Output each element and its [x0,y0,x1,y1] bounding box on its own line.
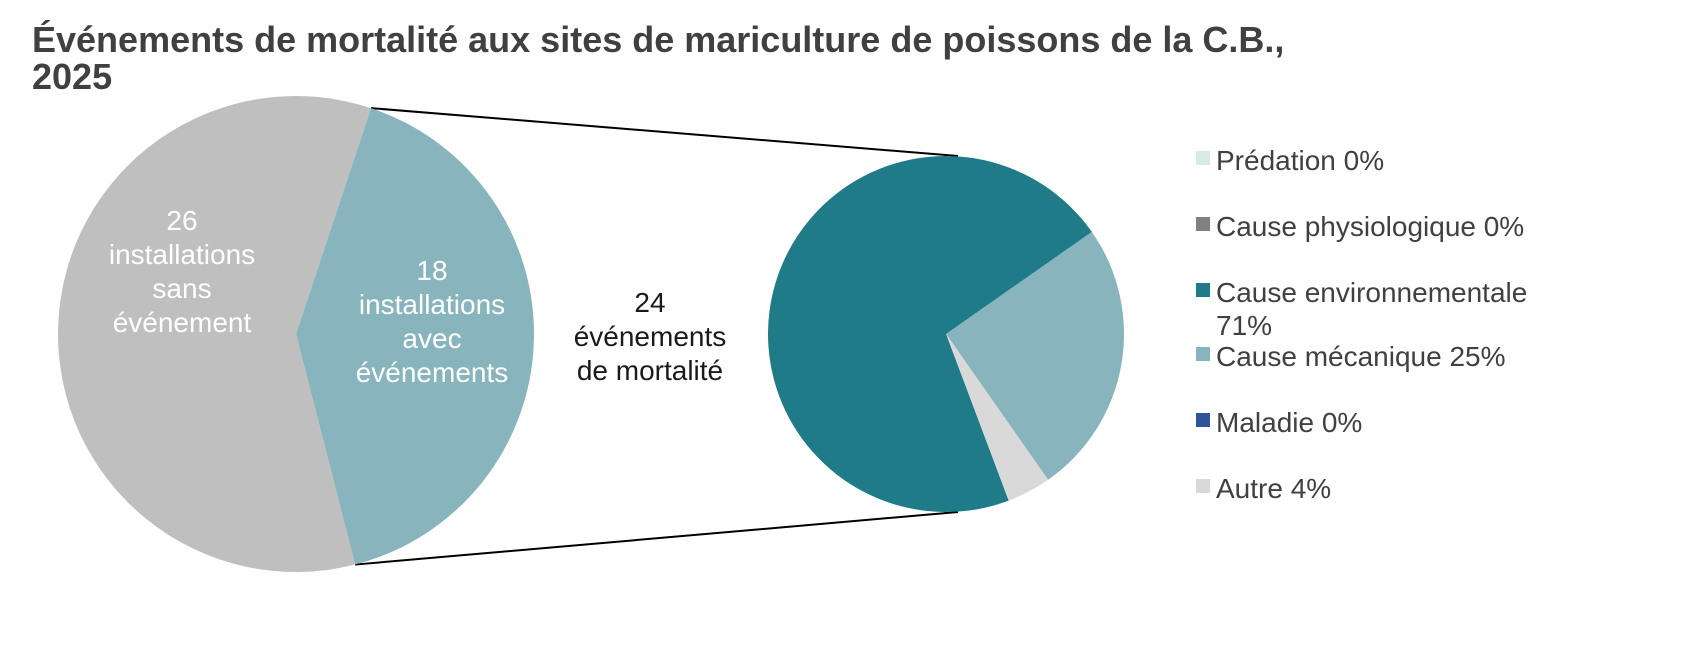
mortality-count-text: 24 événements de mortalité [574,287,727,386]
label-avec-evenements-line: 18 [416,255,447,286]
mortality-count-text-line: de mortalité [577,355,723,386]
mortality-count-text-line: 24 [634,287,665,318]
legend-swatch [1196,283,1210,297]
legend-item: Prédation 0% [1196,145,1384,176]
slice-sans-evenement [57,95,371,572]
connector-lines [354,107,959,566]
slice-autre [946,334,1049,501]
legend-item: Cause physiologique 0% [1196,211,1524,242]
chart-title-line: Événements de mortalité aux sites de mar… [32,19,1284,60]
legend-label: Prédation 0% [1216,145,1384,176]
mortality-count-text-line: événements [574,321,727,352]
slice-cause-environnementale [768,156,1092,513]
label-avec-evenements: 18 installations avec événements [356,255,509,388]
legend-label: Cause mécanique 25% [1216,341,1506,372]
legend-swatch [1196,413,1210,427]
chart-title: Événements de mortalité aux sites de mar… [32,19,1284,97]
legend-label: 71% [1216,310,1272,341]
label-sans-evenement-line: sans [152,273,211,304]
label-avec-evenements-line: événements [356,357,509,388]
legend-label: Cause physiologique 0% [1216,211,1524,242]
label-sans-evenement-line: 26 [166,205,197,236]
causes-pie [768,156,1125,513]
legend-swatch [1196,217,1210,231]
legend-item: Maladie 0% [1196,407,1362,438]
legend-label: Cause environnementale [1216,277,1527,308]
legend-label: Maladie 0% [1216,407,1362,438]
connector-bottom [354,511,959,566]
slice-cause-m-canique [946,231,1125,480]
legend-label: Autre 4% [1216,473,1331,504]
label-sans-evenement-line: événement [113,307,252,338]
legend-swatch [1196,151,1210,165]
legend-item: Autre 4% [1196,473,1331,504]
legend-item: Cause mécanique 25% [1196,341,1506,372]
label-sans-evenement: 26 installations sans événement [109,205,255,338]
legend-swatch [1196,479,1210,493]
legend-swatch [1196,347,1210,361]
label-avec-evenements-line: installations [359,289,505,320]
chart-title-line: 2025 [32,56,112,97]
label-avec-evenements-line: avec [402,323,461,354]
connector-top [370,107,959,157]
installations-pie [57,95,534,572]
legend: Prédation 0% Cause physiologique 0% Cause … [1196,145,1527,504]
label-sans-evenement-line: installations [109,239,255,270]
slice-avec-evenements [296,108,534,565]
mortality-count-label: 24 événements de mortalité [574,287,727,386]
